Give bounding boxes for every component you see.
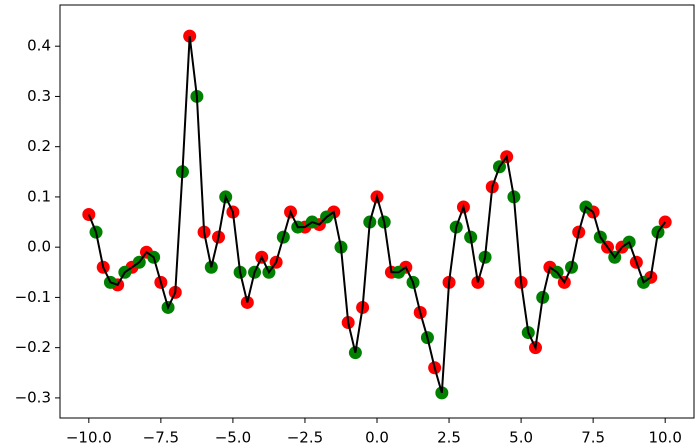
x-tick-label: 10.0	[648, 429, 681, 447]
x-tick-label: −2.5	[287, 429, 323, 447]
x-tick-label: 5.0	[509, 429, 533, 447]
x-tick-label: 0.0	[365, 429, 389, 447]
y-tick-label: 0.4	[27, 37, 51, 55]
y-tick-label: 0.2	[27, 137, 51, 155]
x-tick-label: −10.0	[66, 429, 112, 447]
x-tick-label: 2.5	[437, 429, 461, 447]
y-tick-label: −0.1	[15, 288, 51, 306]
y-tick-label: 0.1	[27, 187, 51, 205]
line	[87, 36, 666, 394]
x-tick-label: −7.5	[143, 429, 179, 447]
x-tick-label: −5.0	[215, 429, 251, 447]
y-tick-label: −0.2	[15, 338, 51, 356]
y-tick-label: 0.0	[27, 238, 51, 256]
x-tick-label: 7.5	[581, 429, 605, 447]
y-tick-label: −0.3	[15, 388, 51, 406]
y-tick-label: 0.3	[27, 87, 51, 105]
